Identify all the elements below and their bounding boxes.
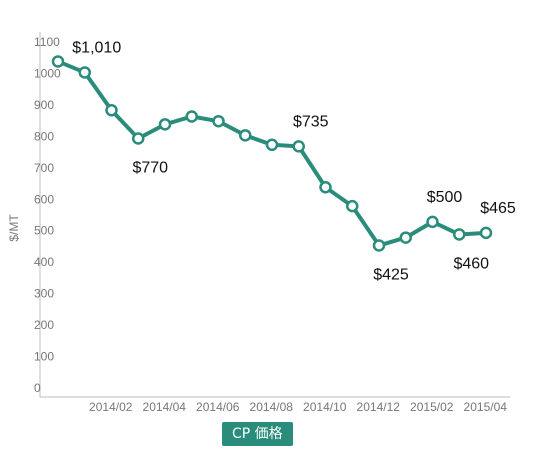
y-tick-label: 1100	[34, 35, 60, 49]
x-tick-label: 2014/06	[196, 400, 240, 414]
x-tick-label: 2014/08	[250, 400, 294, 414]
y-tick-label: 600	[34, 192, 54, 206]
y-tick-label: 200	[34, 318, 54, 332]
data-point	[292, 140, 305, 153]
y-tick-label: 100	[34, 350, 54, 364]
series-line	[56, 59, 488, 248]
x-tick-label: 2015/04	[464, 400, 508, 414]
data-point	[212, 114, 225, 128]
y-tick-label: 300	[34, 287, 54, 301]
data-label: $460	[453, 255, 489, 272]
data-point	[185, 110, 198, 123]
data-point	[132, 132, 145, 145]
data-point	[399, 231, 412, 244]
data-point	[453, 228, 466, 241]
data-label: $500	[427, 189, 463, 206]
data-point	[158, 118, 172, 131]
data-point	[51, 55, 65, 68]
data-labels: $1,010 $770 $735 $425 $500 $460 $465	[72, 39, 516, 283]
data-point	[426, 215, 439, 229]
x-tick-label: 2014/12	[357, 400, 401, 414]
data-point	[319, 181, 332, 194]
y-axis-label: $/MT	[7, 214, 21, 242]
data-label: $465	[480, 200, 516, 217]
data-point	[78, 66, 91, 79]
data-label: $1,010	[72, 39, 121, 56]
data-point	[105, 103, 118, 117]
data-point	[479, 226, 493, 240]
y-tick-label: 900	[34, 98, 54, 112]
data-point	[346, 199, 359, 213]
y-tick-label: 700	[34, 161, 54, 175]
data-label: $770	[132, 160, 168, 177]
data-label: $735	[293, 113, 329, 130]
data-point	[265, 138, 279, 152]
y-tick-label: 800	[34, 129, 54, 143]
x-tick-label: 2014/10	[303, 400, 347, 414]
x-tick-label: 2014/04	[143, 400, 187, 414]
y-tick-label: 500	[34, 224, 54, 238]
legend-item: CP 価格	[222, 422, 293, 446]
y-tick-label: 0	[34, 381, 41, 395]
axes	[39, 32, 510, 398]
y-tick-label: 1000	[34, 66, 61, 80]
y-tick-label: 400	[34, 255, 54, 269]
data-point	[372, 239, 386, 252]
x-axis-ticks: 2014/02 2014/04 2014/06 2014/08 2014/10 2014/…	[89, 400, 507, 414]
y-axis-ticks: 0 100 200 300 400 500 600 700 800 900 1000 1100	[34, 35, 61, 395]
x-tick-label: 2014/02	[89, 400, 133, 414]
series	[51, 55, 493, 252]
data-point	[239, 129, 252, 142]
x-tick-label: 2015/02	[410, 400, 454, 414]
data-label: $425	[373, 266, 409, 283]
